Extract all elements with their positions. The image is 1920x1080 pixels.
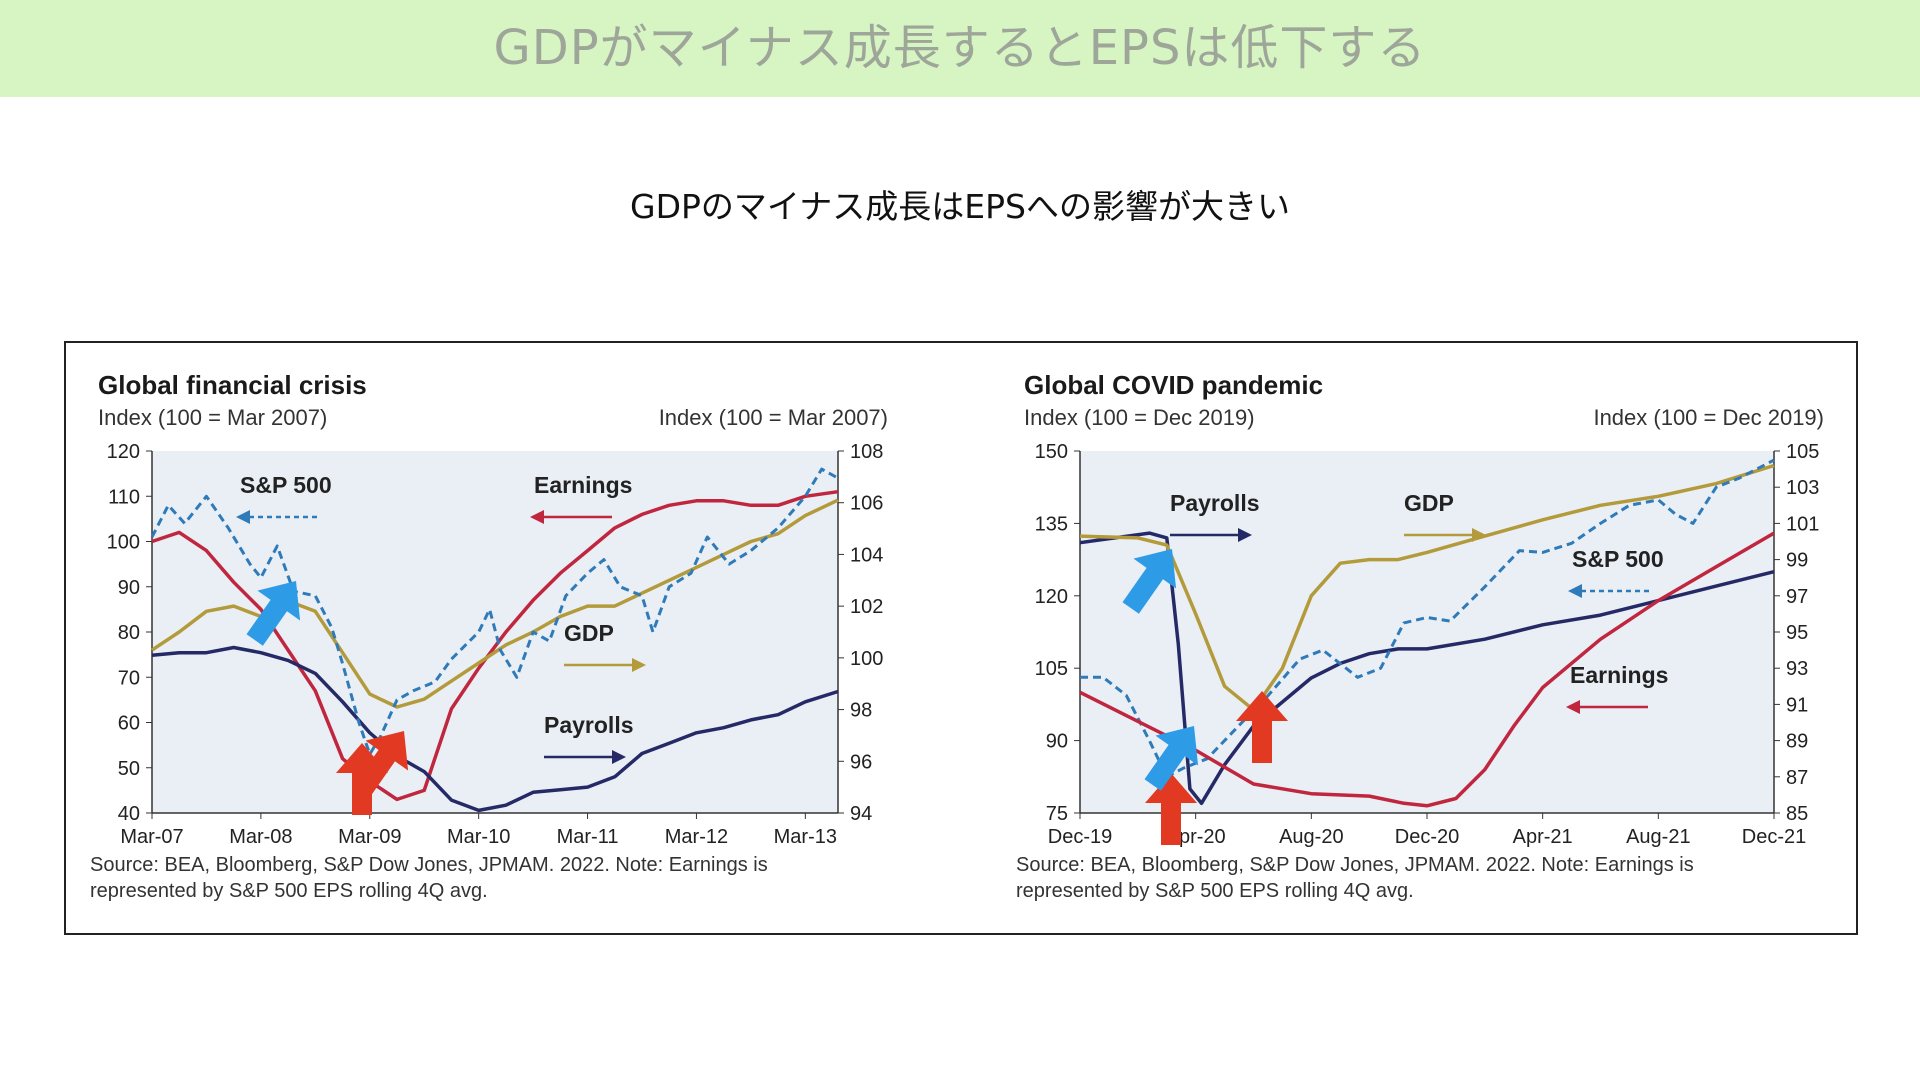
blue-arrow-icon-shape <box>1144 726 1199 791</box>
right-tick-label: 99 <box>1786 550 1808 572</box>
series-label: Payrolls <box>544 712 634 738</box>
red-arrow-icon-shape <box>1236 691 1288 763</box>
chart-title: Global COVID pandemic <box>1024 370 1323 400</box>
x-tick-label: Dec-19 <box>1048 826 1112 848</box>
source-note: represented by S&P 500 EPS rolling 4Q av… <box>1016 880 1414 902</box>
right-tick-label: 101 <box>1786 513 1819 535</box>
left-tick-label: 100 <box>107 532 140 554</box>
x-tick-label: Mar-08 <box>229 826 292 848</box>
source-note: Source: BEA, Bloomberg, S&P Dow Jones, J… <box>1016 854 1694 876</box>
series-legend-arrow-head <box>1568 584 1582 598</box>
right-axis-label: Index (100 = Mar 2007) <box>659 405 888 430</box>
x-tick-label: Aug-21 <box>1626 826 1691 848</box>
red-arrow-icon-shape <box>354 731 409 796</box>
left-tick-label: 50 <box>118 758 140 780</box>
red-arrow-icon <box>354 731 409 796</box>
right-tick-label: 85 <box>1786 803 1808 825</box>
left-tick-label: 60 <box>118 713 140 735</box>
series-label: S&P 500 <box>1572 546 1664 572</box>
blue-arrow-icon-shape <box>246 581 301 646</box>
right-tick-label: 93 <box>1786 658 1808 680</box>
right-tick-label: 104 <box>850 544 883 566</box>
title-banner <box>0 0 1920 97</box>
blue-arrow-icon <box>246 581 301 646</box>
source-note: represented by S&P 500 EPS rolling 4Q av… <box>90 880 488 902</box>
series-line-earnings <box>1079 531 1775 808</box>
source-note: Source: BEA, Bloomberg, S&P Dow Jones, J… <box>90 854 768 876</box>
series-line-s-p-500 <box>150 467 839 756</box>
right-tick-label: 105 <box>1786 441 1819 463</box>
left-tick-label: 90 <box>1046 731 1068 753</box>
blue-arrow-icon <box>1144 726 1199 791</box>
covid-chart: Global COVID pandemic Index (100 = Dec 20… <box>1016 370 1824 902</box>
left-tick-label: 70 <box>118 667 140 689</box>
chart-title: Global financial crisis <box>98 370 367 400</box>
x-tick-label: Mar-12 <box>665 826 728 848</box>
right-tick-label: 96 <box>850 751 872 773</box>
left-tick-label: 75 <box>1046 803 1068 825</box>
series-legend-arrow-head <box>1566 700 1580 714</box>
left-axis-label: Index (100 = Dec 2019) <box>1024 405 1255 430</box>
series-legend-arrow-head <box>530 510 544 524</box>
right-tick-label: 94 <box>850 803 872 825</box>
left-tick-label: 90 <box>118 577 140 599</box>
x-tick-label: Apr-21 <box>1513 826 1573 848</box>
x-tick-label: Dec-20 <box>1395 826 1459 848</box>
series-label: Payrolls <box>1170 490 1260 516</box>
right-tick-label: 89 <box>1786 731 1808 753</box>
right-tick-label: 106 <box>850 493 883 515</box>
x-tick-label: Aug-20 <box>1279 826 1344 848</box>
right-tick-label: 87 <box>1786 767 1808 789</box>
x-tick-label: Mar-07 <box>120 826 183 848</box>
left-tick-label: 80 <box>118 622 140 644</box>
page-title: GDPがマイナス成長するとEPSは低下する <box>493 20 1427 76</box>
right-tick-label: 97 <box>1786 586 1808 608</box>
right-tick-label: 98 <box>850 700 872 722</box>
right-tick-label: 100 <box>850 648 883 670</box>
right-tick-label: 108 <box>850 441 883 463</box>
series-legend-arrow-head <box>1238 528 1252 542</box>
right-tick-label: 102 <box>850 596 883 618</box>
page-subtitle: GDPのマイナス成長はEPSへの影響が大きい <box>630 187 1290 226</box>
left-tick-label: 110 <box>108 486 140 508</box>
left-tick-label: 150 <box>1035 441 1068 463</box>
blue-arrow-icon <box>1122 549 1177 614</box>
blue-arrow-icon-shape <box>1122 549 1177 614</box>
red-arrow-icon <box>1236 691 1288 763</box>
right-tick-label: 103 <box>1786 477 1819 499</box>
series-label: GDP <box>564 620 614 646</box>
left-axis-label: Index (100 = Mar 2007) <box>98 405 327 430</box>
series-legend-arrow-head <box>236 510 250 524</box>
left-tick-label: 120 <box>107 441 140 463</box>
x-tick-label: Mar-09 <box>338 826 401 848</box>
x-tick-label: Mar-10 <box>447 826 510 848</box>
series-legend-arrow-head <box>612 750 626 764</box>
red-arrow-icon-shape <box>1145 773 1197 845</box>
left-tick-label: 105 <box>1035 658 1068 680</box>
x-tick-label: Mar-11 <box>557 826 619 848</box>
right-tick-label: 91 <box>1786 694 1808 716</box>
series-label: S&P 500 <box>240 472 332 498</box>
series-label: Earnings <box>1570 662 1668 688</box>
right-tick-label: 95 <box>1786 622 1808 644</box>
series-label: GDP <box>1404 490 1454 516</box>
series-line-gdp <box>1079 463 1775 712</box>
series-legend-arrow-head <box>632 658 646 672</box>
series-legend-arrow-head <box>1472 528 1486 542</box>
left-tick-label: 40 <box>118 803 140 825</box>
gfc-chart: Global financial crisis Index (100 = Mar … <box>90 370 888 902</box>
red-arrow-icon <box>1145 773 1197 845</box>
x-tick-label: Dec-21 <box>1742 826 1806 848</box>
left-tick-label: 120 <box>1035 586 1068 608</box>
charts-canvas: Global financial crisis Index (100 = Mar … <box>90 370 1824 902</box>
x-tick-label: Mar-13 <box>774 826 837 848</box>
series-label: Earnings <box>534 472 632 498</box>
series-line-payrolls <box>151 645 839 813</box>
right-axis-label: Index (100 = Dec 2019) <box>1593 405 1824 430</box>
left-tick-label: 135 <box>1035 513 1068 535</box>
